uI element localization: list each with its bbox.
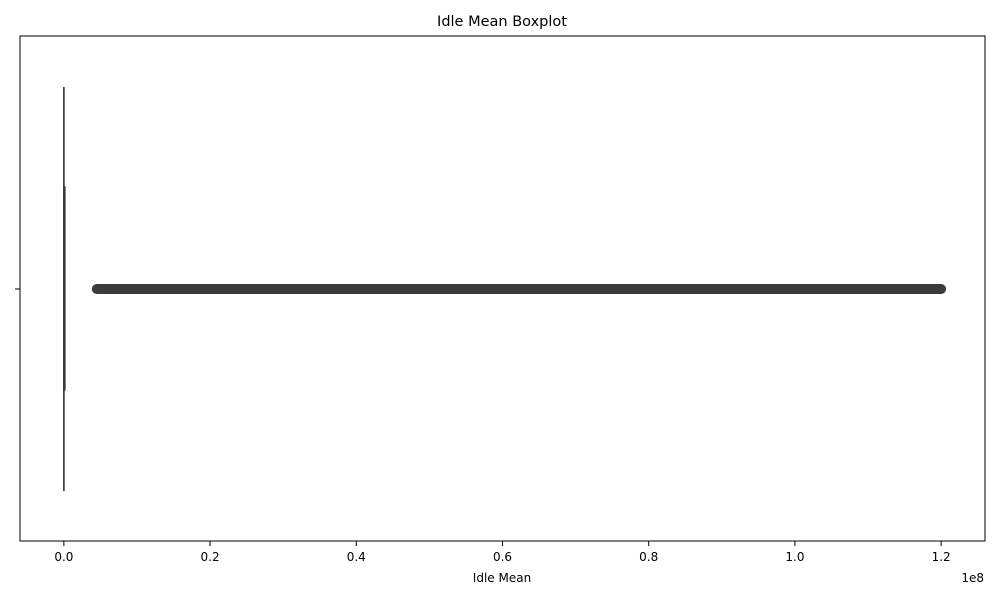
box-group <box>63 87 66 491</box>
x-tick-label: 0.6 <box>493 550 512 564</box>
x-tick-label: 1.0 <box>785 550 804 564</box>
x-axis-offset-label: 1e8 <box>961 571 984 585</box>
x-tick-label: 0.2 <box>201 550 220 564</box>
x-axis-ticks: 0.0 0.2 0.4 0.6 0.8 1.0 1.2 <box>54 541 951 564</box>
x-tick-label: 1.2 <box>932 550 951 564</box>
x-tick-label: 0.4 <box>347 550 366 564</box>
x-axis-label: Idle Mean <box>473 571 531 585</box>
chart-title: Idle Mean Boxplot <box>437 14 567 30</box>
x-tick-label: 0.0 <box>54 550 73 564</box>
x-tick-label: 0.8 <box>639 550 658 564</box>
